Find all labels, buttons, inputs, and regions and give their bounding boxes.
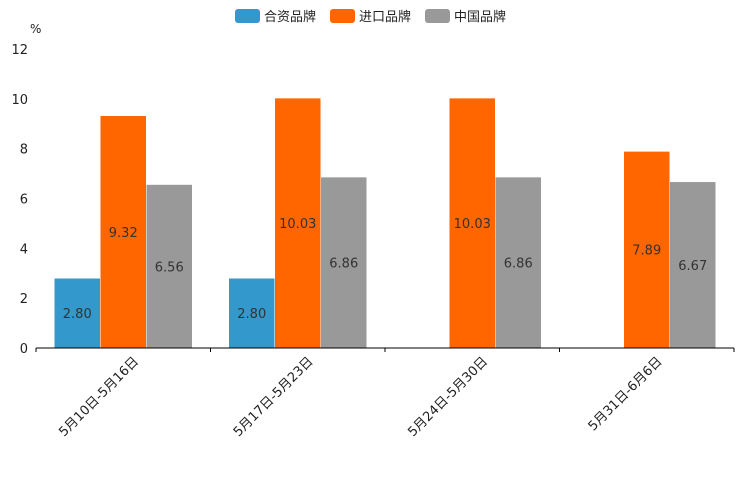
- legend-label: 合资品牌: [264, 9, 316, 25]
- data-label: 7.89: [632, 244, 661, 259]
- bar-3-4[interactable]: [669, 181, 716, 349]
- data-label: 2.80: [237, 307, 266, 322]
- x-category-label: 5月31日-6月6日: [586, 354, 666, 434]
- y-tick-label: 2: [20, 292, 28, 307]
- data-label: 6.86: [329, 257, 358, 272]
- legend-swatch: [235, 9, 260, 23]
- y-unit-label: %: [30, 22, 41, 36]
- data-label: 10.03: [454, 217, 491, 232]
- y-tick-label: 0: [20, 342, 28, 357]
- y-tick-label: 12: [11, 43, 28, 58]
- y-tick-label: 8: [20, 143, 28, 158]
- data-label: 6.86: [504, 257, 533, 272]
- data-label: 2.80: [63, 307, 92, 322]
- legend-item-3[interactable]: 中国品牌: [425, 9, 506, 25]
- legend-swatch: [425, 9, 450, 23]
- data-label: 6.67: [678, 259, 707, 274]
- bar-2-2[interactable]: [274, 97, 321, 349]
- data-label: 10.03: [279, 217, 316, 232]
- legend-item-2[interactable]: 进口品牌: [330, 9, 411, 25]
- y-axis: 0 2 4 6 8 10 12: [11, 43, 28, 357]
- bar-1-2[interactable]: [228, 277, 275, 349]
- y-tick-label: 6: [20, 193, 28, 208]
- y-tick-label: 4: [20, 242, 28, 257]
- y-tick-label: 10: [11, 93, 28, 108]
- legend-label: 进口品牌: [359, 9, 411, 25]
- bar-3-1[interactable]: [146, 184, 193, 349]
- bars: 2.80 9.32 6.56 2.80 10.03 6.86 10.03 6.86 7.89 6.…: [54, 97, 716, 349]
- bar-2-1[interactable]: [100, 115, 147, 349]
- x-axis: 5月10日-5月16日 5月17日-5月23日 5月24日-5月30日 5月31日-6…: [35, 347, 735, 440]
- bar-3-3[interactable]: [495, 176, 542, 349]
- data-label: 6.56: [155, 260, 184, 275]
- bar-2-3[interactable]: [449, 97, 496, 349]
- legend-swatch: [330, 9, 355, 23]
- x-category-label: 5月17日-5月23日: [231, 354, 317, 440]
- bar-3-2[interactable]: [320, 176, 367, 349]
- bar-1-1[interactable]: [54, 277, 101, 349]
- x-category-label: 5月24日-5月30日: [405, 354, 491, 440]
- data-label: 9.32: [109, 226, 138, 241]
- legend: 合资品牌 进口品牌 中国品牌: [235, 9, 506, 25]
- x-category-label: 5月10日-5月16日: [56, 354, 142, 440]
- legend-label: 中国品牌: [454, 9, 506, 25]
- legend-item-1[interactable]: 合资品牌: [235, 9, 316, 25]
